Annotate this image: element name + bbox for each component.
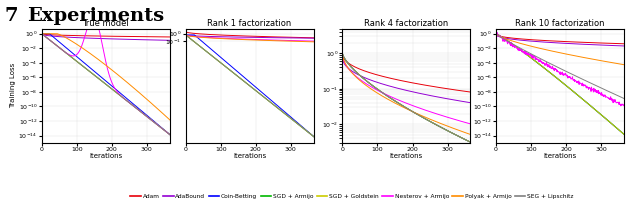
- Legend: Adam, AdaBound, Coin-Betting, SGD + Armijo, SGD + Goldstein, Nesterov + Armijo, : Adam, AdaBound, Coin-Betting, SGD + Armi…: [128, 191, 576, 201]
- X-axis label: Iterations: Iterations: [543, 153, 577, 159]
- X-axis label: Iterations: Iterations: [390, 153, 423, 159]
- Text: Experiments: Experiments: [27, 7, 164, 25]
- Y-axis label: Training Loss: Training Loss: [10, 63, 16, 108]
- Title: Rank 10 factorization: Rank 10 factorization: [515, 19, 605, 28]
- Title: True model: True model: [82, 19, 129, 28]
- X-axis label: Iterations: Iterations: [89, 153, 122, 159]
- Title: Rank 4 factorization: Rank 4 factorization: [364, 19, 449, 28]
- Text: 7: 7: [4, 7, 18, 25]
- Title: Rank 1 factorization: Rank 1 factorization: [207, 19, 292, 28]
- X-axis label: Iterations: Iterations: [233, 153, 266, 159]
